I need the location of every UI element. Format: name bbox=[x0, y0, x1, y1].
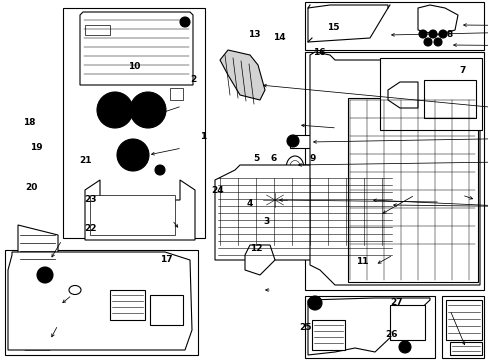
Text: 23: 23 bbox=[84, 195, 97, 204]
Bar bbox=[289, 135, 314, 148]
Circle shape bbox=[97, 92, 133, 128]
Bar bbox=[63, 8, 204, 238]
Circle shape bbox=[428, 30, 436, 38]
Polygon shape bbox=[215, 165, 399, 260]
Ellipse shape bbox=[289, 161, 300, 175]
Polygon shape bbox=[445, 300, 481, 340]
Bar bbox=[305, 52, 483, 290]
Circle shape bbox=[398, 341, 410, 353]
Circle shape bbox=[307, 296, 321, 310]
Bar bbox=[85, 25, 110, 35]
Text: 22: 22 bbox=[84, 224, 97, 233]
Text: 4: 4 bbox=[245, 199, 252, 208]
Text: 12: 12 bbox=[250, 244, 263, 253]
Text: 25: 25 bbox=[299, 323, 311, 332]
Bar bbox=[110, 290, 145, 320]
Bar bbox=[441, 296, 483, 358]
Polygon shape bbox=[309, 52, 479, 285]
Polygon shape bbox=[85, 180, 195, 240]
Bar bbox=[377, 200, 399, 215]
Circle shape bbox=[180, 17, 190, 27]
Circle shape bbox=[130, 92, 165, 128]
Text: 6: 6 bbox=[270, 154, 276, 163]
Polygon shape bbox=[417, 5, 457, 35]
Text: 7: 7 bbox=[458, 66, 465, 75]
Text: 27: 27 bbox=[389, 298, 402, 307]
Polygon shape bbox=[80, 12, 193, 85]
Circle shape bbox=[418, 30, 426, 38]
Ellipse shape bbox=[69, 285, 81, 294]
Polygon shape bbox=[307, 5, 387, 42]
Text: 15: 15 bbox=[326, 22, 339, 31]
Bar bbox=[339, 195, 374, 210]
Circle shape bbox=[423, 38, 431, 46]
Bar bbox=[311, 320, 345, 350]
Polygon shape bbox=[244, 245, 274, 275]
Text: 16: 16 bbox=[312, 48, 325, 57]
Bar bbox=[305, 296, 434, 358]
Circle shape bbox=[123, 145, 142, 165]
Bar bbox=[90, 195, 175, 235]
Polygon shape bbox=[387, 82, 417, 108]
Text: 2: 2 bbox=[190, 75, 196, 84]
Bar bbox=[389, 305, 424, 340]
Polygon shape bbox=[20, 293, 58, 310]
Text: 17: 17 bbox=[160, 255, 172, 264]
Bar bbox=[5, 250, 198, 355]
Polygon shape bbox=[25, 325, 55, 350]
Bar bbox=[423, 80, 475, 118]
Bar bbox=[170, 88, 183, 100]
Text: 13: 13 bbox=[247, 30, 260, 39]
Text: 8: 8 bbox=[446, 30, 452, 39]
Ellipse shape bbox=[261, 191, 288, 209]
Bar bbox=[150, 295, 183, 325]
Text: 11: 11 bbox=[355, 256, 367, 265]
Circle shape bbox=[155, 165, 164, 175]
Text: 14: 14 bbox=[273, 33, 285, 42]
Text: 5: 5 bbox=[253, 154, 259, 163]
Polygon shape bbox=[307, 298, 429, 355]
Circle shape bbox=[438, 30, 446, 38]
Circle shape bbox=[419, 7, 435, 23]
Text: 26: 26 bbox=[384, 330, 397, 339]
Polygon shape bbox=[8, 252, 192, 350]
Text: 24: 24 bbox=[211, 186, 224, 195]
Polygon shape bbox=[18, 225, 58, 275]
Text: 21: 21 bbox=[79, 156, 92, 165]
Text: 19: 19 bbox=[30, 143, 43, 152]
Circle shape bbox=[438, 16, 450, 28]
Text: 10: 10 bbox=[128, 62, 141, 71]
Circle shape bbox=[104, 99, 126, 121]
Ellipse shape bbox=[285, 156, 304, 180]
Text: 3: 3 bbox=[263, 217, 269, 226]
Circle shape bbox=[137, 99, 159, 121]
Bar bbox=[379, 58, 481, 130]
Polygon shape bbox=[449, 342, 481, 355]
Circle shape bbox=[37, 267, 53, 283]
Text: 9: 9 bbox=[309, 154, 316, 163]
Circle shape bbox=[117, 139, 149, 171]
Circle shape bbox=[286, 135, 298, 147]
Text: 1: 1 bbox=[200, 132, 205, 141]
Circle shape bbox=[433, 38, 441, 46]
Polygon shape bbox=[220, 50, 264, 100]
Text: 20: 20 bbox=[25, 183, 38, 192]
Bar bbox=[347, 98, 477, 282]
Bar bbox=[305, 2, 483, 50]
Text: 18: 18 bbox=[23, 118, 36, 127]
